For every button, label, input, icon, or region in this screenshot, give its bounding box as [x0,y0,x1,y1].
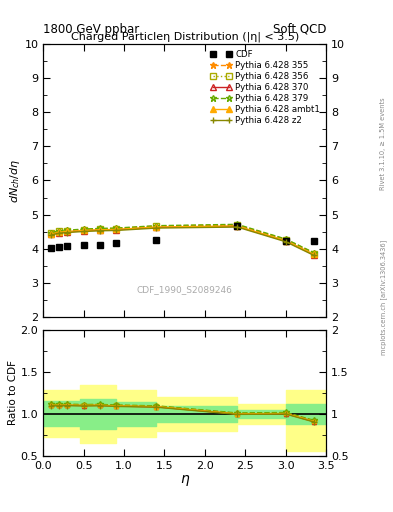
Pythia 6.428 ambt1 [312,251,316,258]
Pythia 6.428 370 [81,228,86,234]
Pythia 6.428 355 [235,222,240,228]
Pythia 6.428 379 [235,221,240,227]
Pythia 6.428 370 [97,227,102,233]
Pythia 6.428 355 [114,225,118,231]
Pythia 6.428 356 [283,237,288,243]
Pythia 6.428 356 [235,222,240,228]
Pythia 6.428 379 [312,250,316,256]
Pythia 6.428 370 [283,238,288,244]
Text: 1800 GeV ppbar: 1800 GeV ppbar [43,23,140,36]
Pythia 6.428 z2 [283,239,288,245]
CDF [97,242,102,248]
Pythia 6.428 z2 [57,230,62,236]
CDF [49,245,54,251]
Title: Charged Particleη Distribution (|η| < 3.5): Charged Particleη Distribution (|η| < 3.… [71,31,299,42]
Pythia 6.428 356 [154,223,159,229]
Text: Soft QCD: Soft QCD [273,23,326,36]
CDF [283,239,288,245]
Legend: CDF, Pythia 6.428 355, Pythia 6.428 356, Pythia 6.428 370, Pythia 6.428 379, Pyt: CDF, Pythia 6.428 355, Pythia 6.428 356,… [209,48,322,127]
CDF [114,240,118,246]
Pythia 6.428 379 [283,236,288,242]
Pythia 6.428 356 [114,226,118,232]
Line: CDF: CDF [48,223,318,252]
Pythia 6.428 z2 [49,232,54,238]
Pythia 6.428 355 [49,229,54,236]
Pythia 6.428 370 [114,227,118,233]
Text: mcplots.cern.ch [arXiv:1306.3436]: mcplots.cern.ch [arXiv:1306.3436] [380,239,387,355]
Line: Pythia 6.428 379: Pythia 6.428 379 [48,221,318,256]
Text: Rivet 3.1.10, ≥ 1.5M events: Rivet 3.1.10, ≥ 1.5M events [380,97,386,189]
Pythia 6.428 355 [154,223,159,229]
Pythia 6.428 z2 [154,225,159,231]
X-axis label: $\eta$: $\eta$ [180,473,190,488]
Line: Pythia 6.428 355: Pythia 6.428 355 [48,222,318,257]
Pythia 6.428 356 [49,230,54,236]
Pythia 6.428 370 [49,231,54,237]
CDF [235,223,240,229]
Line: Pythia 6.428 ambt1: Pythia 6.428 ambt1 [49,223,317,257]
CDF [65,243,70,249]
Pythia 6.428 379 [49,229,54,236]
Pythia 6.428 370 [57,229,62,236]
Pythia 6.428 370 [235,223,240,229]
Pythia 6.428 355 [283,237,288,243]
Pythia 6.428 ambt1 [97,227,102,233]
CDF [57,244,62,250]
Pythia 6.428 ambt1 [49,231,54,237]
Line: Pythia 6.428 370: Pythia 6.428 370 [49,224,317,258]
Pythia 6.428 z2 [97,228,102,234]
CDF [154,237,159,243]
Pythia 6.428 379 [114,225,118,231]
CDF [312,239,316,245]
Pythia 6.428 356 [312,251,316,257]
Pythia 6.428 ambt1 [283,238,288,244]
Y-axis label: $dN_{ch}/d\eta$: $dN_{ch}/d\eta$ [7,158,22,203]
Pythia 6.428 379 [97,225,102,231]
Pythia 6.428 z2 [114,227,118,233]
Pythia 6.428 356 [65,228,70,234]
Pythia 6.428 355 [65,227,70,233]
Pythia 6.428 356 [81,227,86,233]
Pythia 6.428 356 [57,228,62,234]
Pythia 6.428 355 [57,228,62,234]
Pythia 6.428 356 [97,226,102,232]
Y-axis label: Ratio to CDF: Ratio to CDF [8,360,18,425]
Pythia 6.428 379 [65,227,70,233]
Pythia 6.428 ambt1 [57,229,62,235]
Pythia 6.428 379 [57,228,62,234]
Pythia 6.428 355 [312,250,316,256]
Pythia 6.428 379 [81,226,86,232]
CDF [81,242,86,248]
Line: Pythia 6.428 356: Pythia 6.428 356 [49,223,317,257]
Pythia 6.428 ambt1 [81,227,86,233]
Pythia 6.428 z2 [312,252,316,259]
Pythia 6.428 355 [81,226,86,232]
Pythia 6.428 ambt1 [114,226,118,232]
Pythia 6.428 370 [154,224,159,230]
Pythia 6.428 ambt1 [235,223,240,229]
Line: Pythia 6.428 z2: Pythia 6.428 z2 [48,224,318,259]
Pythia 6.428 370 [312,252,316,258]
Pythia 6.428 379 [154,223,159,229]
Text: CDF_1990_S2089246: CDF_1990_S2089246 [137,286,233,294]
Pythia 6.428 ambt1 [65,228,70,234]
Pythia 6.428 z2 [65,229,70,236]
Pythia 6.428 355 [97,226,102,232]
Pythia 6.428 z2 [81,228,86,234]
Pythia 6.428 ambt1 [154,224,159,230]
Pythia 6.428 370 [65,229,70,235]
Pythia 6.428 z2 [235,224,240,230]
